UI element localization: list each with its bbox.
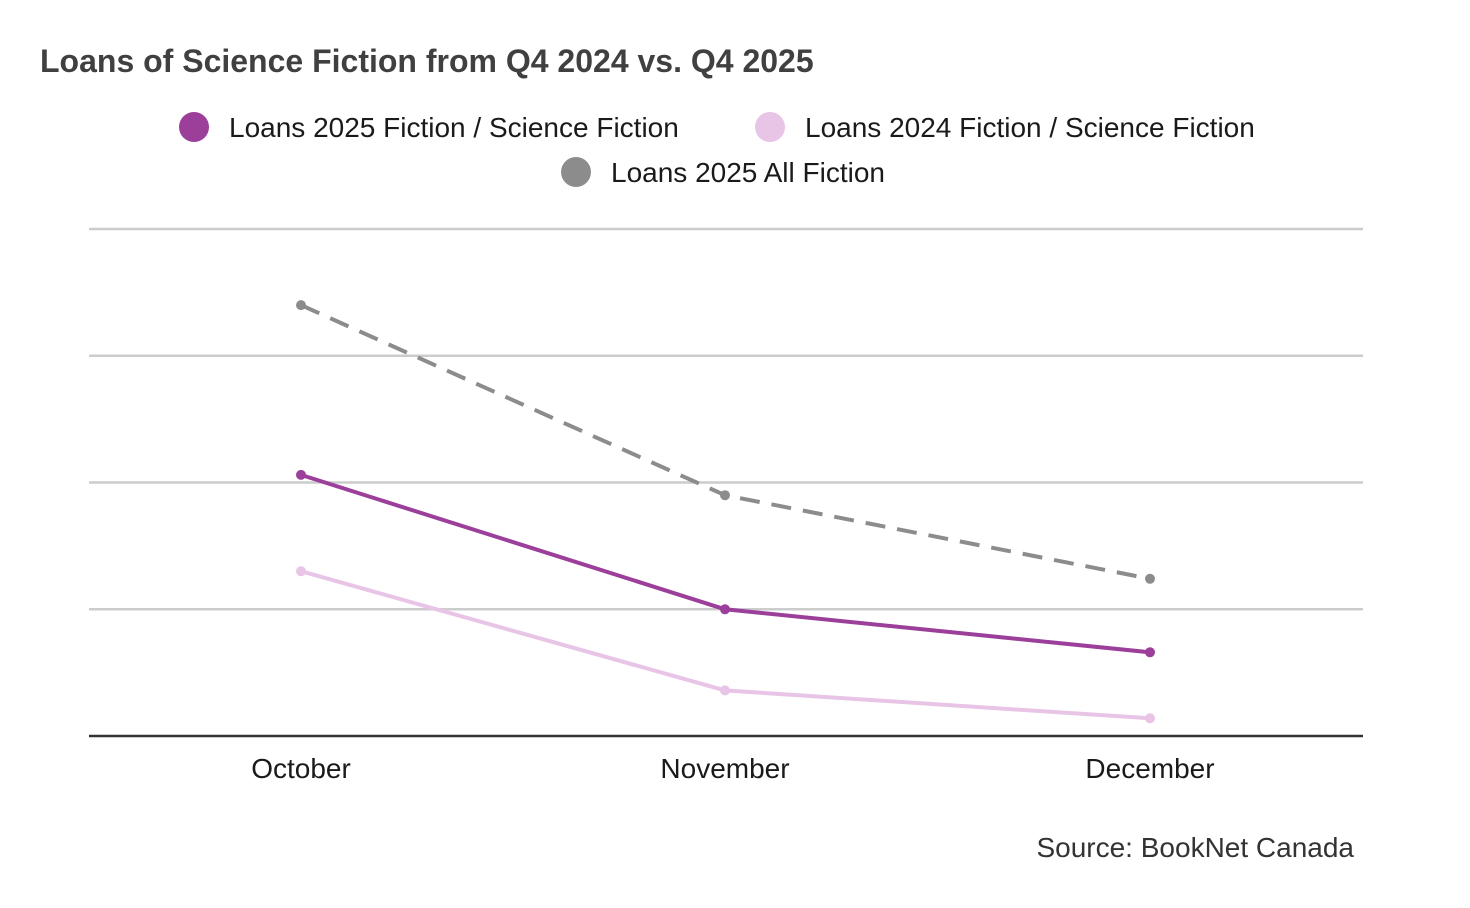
data-point-sf2024	[296, 566, 306, 577]
legend-item-sf2024[interactable]: Loans 2024 Fiction / Science Fiction	[755, 112, 1255, 143]
x-axis: October November December	[89, 734, 1363, 784]
legend-marker-sf2025	[179, 112, 209, 142]
legend-label-sf2024: Loans 2024 Fiction / Science Fiction	[805, 112, 1255, 143]
legend-label-all2025: Loans 2025 All Fiction	[611, 157, 885, 188]
data-point-sf2025	[1145, 647, 1155, 658]
chart-title: Loans of Science Fiction from Q4 2024 vs…	[40, 43, 814, 79]
data-point-all2025	[1145, 573, 1155, 584]
legend-item-sf2025[interactable]: Loans 2025 Fiction / Science Fiction	[179, 112, 679, 143]
data-point-sf2025	[720, 604, 730, 615]
legend-label-sf2025: Loans 2025 Fiction / Science Fiction	[229, 112, 679, 143]
data-point-sf2025	[296, 469, 306, 480]
x-tick-label: December	[1085, 753, 1214, 784]
data-point-sf2024	[1145, 713, 1155, 724]
data-point-all2025	[720, 490, 730, 501]
legend-marker-all2025	[561, 157, 591, 187]
legend-item-all2025[interactable]: Loans 2025 All Fiction	[561, 157, 885, 188]
legend: Loans 2025 Fiction / Science Fiction Loa…	[179, 112, 1255, 188]
x-tick-label: November	[660, 753, 789, 784]
series-lines	[296, 300, 1155, 724]
data-point-all2025	[296, 300, 306, 311]
data-point-sf2024	[720, 685, 730, 696]
x-tick-label: October	[251, 753, 351, 784]
legend-marker-sf2024	[755, 112, 785, 142]
source-note: Source: BookNet Canada	[1036, 832, 1354, 863]
